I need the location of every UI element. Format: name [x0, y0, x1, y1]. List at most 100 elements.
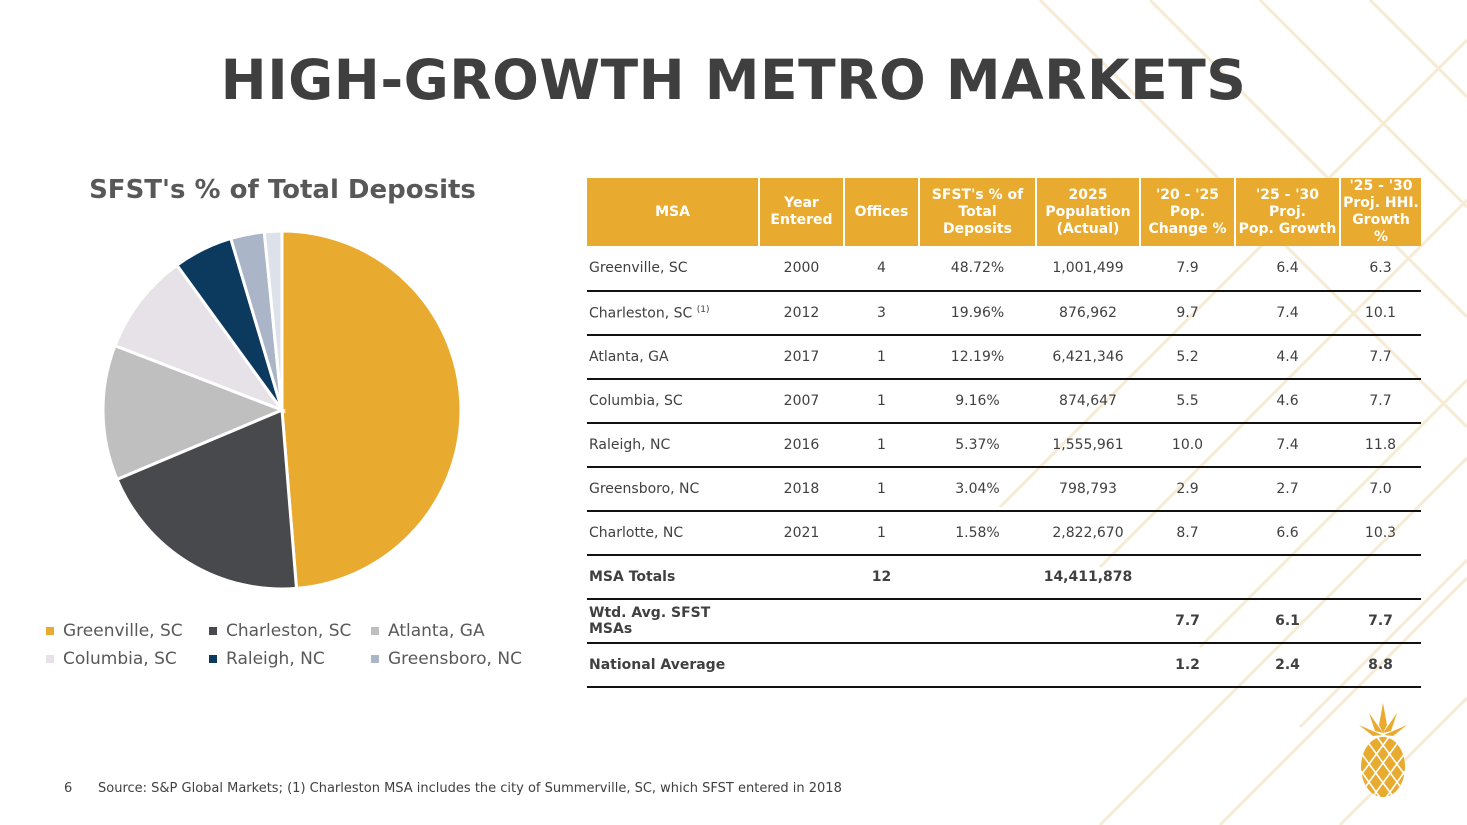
- table-cell-pct: 5.37%: [919, 423, 1036, 468]
- table-cell-year: 2018: [759, 467, 844, 512]
- legend-swatch: [209, 655, 217, 663]
- table-cell-offices: [844, 643, 919, 688]
- msa-name: National Average: [589, 657, 726, 673]
- table-cell-chg: 5.5: [1140, 379, 1235, 424]
- legend-swatch: [209, 627, 217, 635]
- column-header-line: Proj. HHI.: [1343, 195, 1419, 211]
- column-header-line: Change %: [1148, 220, 1227, 237]
- column-header-line: SFST's % of: [931, 186, 1024, 203]
- column-header: SFST's % of Total Deposits: [919, 178, 1037, 246]
- table-cell-offices: 1: [844, 467, 919, 512]
- msa-name: Raleigh, NC: [589, 437, 671, 453]
- table-cell-year: [759, 643, 844, 688]
- column-header-line: Population: [1045, 203, 1131, 220]
- table-cell-hhi: 11.8: [1340, 423, 1421, 468]
- msa-cell: Charleston, SC (1): [587, 291, 759, 336]
- table-cell-pop: 874,647: [1036, 379, 1140, 424]
- legend-item: Columbia, SC: [46, 648, 209, 670]
- legend-label: Atlanta, GA: [388, 621, 485, 641]
- table-cell-proj: 2.7: [1235, 467, 1340, 512]
- page-number: 6: [64, 781, 73, 796]
- table-cell-pct: 48.72%: [919, 246, 1036, 292]
- legend-item: Greensboro, NC: [371, 648, 541, 670]
- legend-label: Columbia, SC: [63, 649, 177, 669]
- legend-label: Greenville, SC: [63, 621, 183, 641]
- table-cell-year: 2021: [759, 511, 844, 556]
- pie-slice-3: [113, 263, 287, 414]
- summary-row: National Average 1.2 2.4 8.8: [587, 643, 1421, 688]
- table-cell-chg: 5.2: [1140, 335, 1235, 380]
- msa-cell: Wtd. Avg. SFST MSAs: [587, 599, 759, 644]
- table-cell-chg: [1140, 555, 1235, 600]
- legend-label: Raleigh, NC: [226, 649, 325, 669]
- table-row: Raleigh, NC 2016 1 5.37% 1,555,961 10.0 7.4 11.…: [587, 423, 1421, 468]
- table-cell-proj: 4.6: [1235, 379, 1340, 424]
- table-cell-chg: 1.2: [1140, 643, 1235, 688]
- table-row: Columbia, SC 2007 1 9.16% 874,647 5.5 4.6 7.7: [587, 379, 1421, 424]
- table-cell-hhi: 7.7: [1340, 335, 1421, 380]
- msa-table: MSA Year Entered Offices SFST's % of Total De…: [587, 178, 1421, 688]
- table-cell-proj: 2.4: [1235, 643, 1340, 688]
- table-row: Charleston, SC (1) 2012 3 19.96% 876,962 9.7 7…: [587, 291, 1421, 336]
- legend-label: Charleston, SC: [226, 621, 352, 641]
- msa-name: Charlotte, NC: [589, 525, 684, 541]
- table-cell-proj: 6.4: [1235, 246, 1340, 292]
- column-header-line: 2025: [1068, 186, 1108, 203]
- table-cell-pct: 1.58%: [919, 511, 1036, 556]
- table-cell-pop: [1036, 599, 1140, 644]
- table-cell-pct: [919, 599, 1036, 644]
- table-cell-offices: 4: [844, 246, 919, 292]
- table-cell-pop: 1,555,961: [1036, 423, 1140, 468]
- table-cell-year: 2012: [759, 291, 844, 336]
- table-cell-chg: 8.7: [1140, 511, 1235, 556]
- table-cell-hhi: 7.7: [1340, 599, 1421, 644]
- table-cell-pop: 798,793: [1036, 467, 1140, 512]
- pie-slice-1: [115, 407, 299, 591]
- table-cell-chg: 10.0: [1140, 423, 1235, 468]
- msa-name: MSA Totals: [589, 569, 676, 585]
- table-cell-pct: [919, 555, 1036, 600]
- pineapple-icon: [1359, 703, 1407, 799]
- legend-swatch: [46, 655, 54, 663]
- pie-slice-6: [262, 229, 284, 411]
- legend-item: Raleigh, NC: [209, 648, 371, 670]
- table-cell-chg: 7.9: [1140, 246, 1235, 292]
- table-cell-proj: 7.4: [1235, 423, 1340, 468]
- column-header-line: '25 - '30: [1349, 178, 1413, 194]
- column-header: Offices: [844, 178, 920, 246]
- column-header: '25 - '30 Proj. Pop. Growth: [1235, 178, 1341, 246]
- msa-name: Wtd. Avg. SFST MSAs: [589, 605, 711, 637]
- table-cell-proj: 6.1: [1235, 599, 1340, 644]
- msa-cell: Raleigh, NC: [587, 423, 759, 468]
- chart-title: SFST's % of Total Deposits: [89, 175, 476, 205]
- page-title: HIGH-GROWTH METRO MARKETS: [220, 48, 1247, 112]
- table-row: Greensboro, NC 2018 1 3.04% 798,793 2.9 2.7 7.0: [587, 467, 1421, 512]
- legend-swatch: [371, 655, 379, 663]
- msa-cell: Atlanta, GA: [587, 335, 759, 380]
- table-cell-offices: 1: [844, 511, 919, 556]
- legend-label: Greensboro, NC: [388, 649, 522, 669]
- table-cell-year: 2017: [759, 335, 844, 380]
- chart-legend: Greenville, SC Charleston, SC Atlanta, G…: [46, 620, 566, 670]
- table-cell-chg: 7.7: [1140, 599, 1235, 644]
- table-cell-offices: 1: [844, 379, 919, 424]
- msa-name: Columbia, SC: [589, 393, 683, 409]
- msa-cell: Charlotte, NC: [587, 511, 759, 556]
- legend-item: Charleston, SC: [209, 620, 371, 642]
- table-cell-hhi: 6.3: [1340, 246, 1421, 292]
- column-header-line: Growth %: [1352, 212, 1410, 245]
- table-cell-pop: 14,411,878: [1036, 555, 1140, 600]
- table-cell-year: [759, 555, 844, 600]
- column-header-line: Pop.: [1169, 203, 1206, 220]
- table-cell-chg: 2.9: [1140, 467, 1235, 512]
- legend-item: Greenville, SC: [46, 620, 209, 642]
- table-cell-year: 2016: [759, 423, 844, 468]
- table-cell-offices: 1: [844, 423, 919, 468]
- summary-row: Wtd. Avg. SFST MSAs 7.7 6.1 7.7: [587, 599, 1421, 644]
- column-header-line: MSA: [655, 203, 690, 220]
- table-cell-offices: 3: [844, 291, 919, 336]
- summary-row: MSA Totals 12 14,411,878: [587, 555, 1421, 600]
- pie-slice-2: [101, 343, 287, 482]
- table-cell-chg: 9.7: [1140, 291, 1235, 336]
- column-header: 2025 Population (Actual): [1036, 178, 1141, 246]
